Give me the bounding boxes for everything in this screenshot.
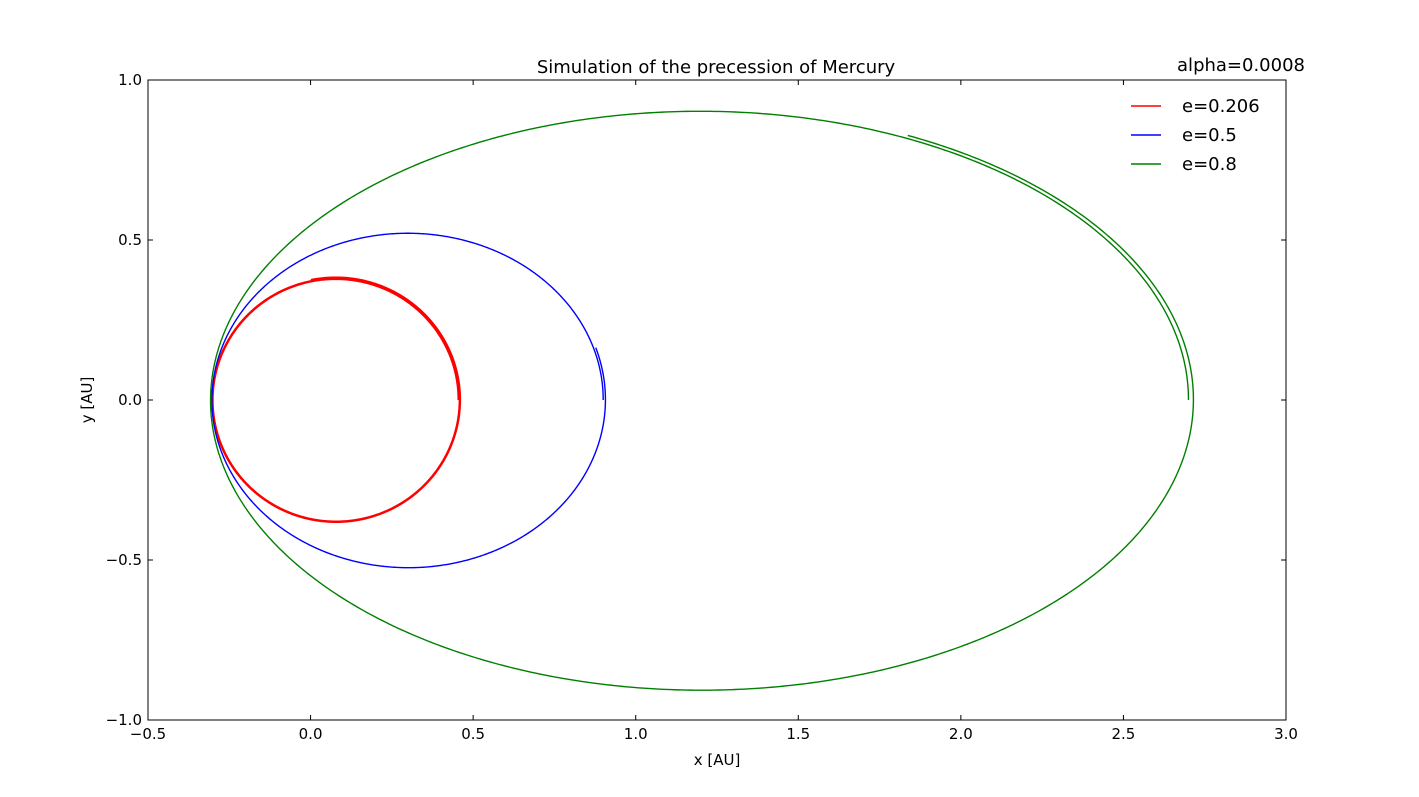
legend: e=0.206 e=0.5 e=0.8 (1131, 96, 1260, 175)
legend-label-2: e=0.5 (1182, 125, 1237, 146)
plot-area-series (209, 110, 1195, 691)
x-tick-label: 1.0 (624, 725, 648, 743)
x-tick-label: 1.5 (786, 725, 810, 743)
y-axis-label: y [AU] (78, 377, 96, 424)
x-tick-label: 3.0 (1274, 725, 1298, 743)
legend-label-3: e=0.8 (1182, 154, 1237, 175)
x-tick-label: 0.5 (461, 725, 485, 743)
x-tick-label: 0.0 (299, 725, 323, 743)
x-axis-label: x [AU] (694, 751, 741, 769)
x-tick-label: 2.5 (1111, 725, 1135, 743)
y-tick-label: −1.0 (106, 711, 142, 729)
orbit-line-2 (211, 232, 607, 569)
y-tick-label: 0.5 (118, 231, 142, 249)
y-axis-ticks: −1.0 −0.5 0.0 0.5 1.0 (106, 71, 1286, 729)
x-tick-label: −0.5 (130, 725, 166, 743)
y-tick-label: 0.0 (118, 391, 142, 409)
x-axis-ticks: −0.5 0.0 0.5 1.0 1.5 2.0 2.5 3.0 (130, 80, 1298, 743)
x-tick-label: 2.0 (949, 725, 973, 743)
y-tick-label: 1.0 (118, 71, 142, 89)
alpha-annotation: alpha=0.0008 (1177, 55, 1305, 76)
chart-title: Simulation of the precession of Mercury (537, 57, 896, 78)
orbit-line-3 (209, 110, 1195, 691)
legend-label-1: e=0.206 (1182, 96, 1260, 117)
y-tick-label: −0.5 (106, 551, 142, 569)
orbit-line-1 (211, 276, 462, 523)
